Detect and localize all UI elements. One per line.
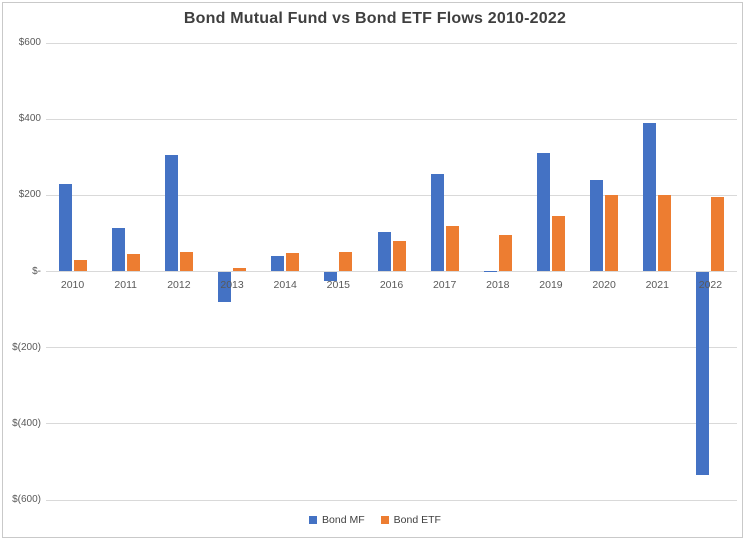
x-axis-label-2016: 2016 <box>379 278 404 291</box>
bar-bond-etf-2015 <box>339 251 353 272</box>
x-axis-label-2020: 2020 <box>592 278 616 291</box>
x-axis-label-2019: 2019 <box>539 278 563 291</box>
bar-bond-mf-2016 <box>377 231 391 272</box>
bar-bond-mf-2010 <box>58 183 72 272</box>
x-axis-label-2021: 2021 <box>645 278 669 291</box>
bar-bond-etf-2011 <box>126 254 140 272</box>
bar-bond-mf-2018 <box>483 270 497 272</box>
bar-bond-etf-2019 <box>551 216 565 272</box>
y-axis-tick-label: $(200) <box>12 341 41 353</box>
x-axis-label-2011: 2011 <box>114 278 138 291</box>
legend-swatch-bond-mf-icon <box>309 516 318 524</box>
legend-item-bond-mf: Bond MF <box>309 514 365 526</box>
bar-bond-etf-2017 <box>445 225 459 272</box>
bar-bond-mf-2020 <box>590 180 604 272</box>
bar-bond-mf-2013 <box>218 271 232 302</box>
y-axis-tick-label: $(400) <box>12 417 41 429</box>
bar-bond-etf-2020 <box>605 195 619 272</box>
x-axis-label-2017: 2017 <box>432 278 457 291</box>
gridline--400 <box>46 423 737 425</box>
gridline-400 <box>46 118 737 120</box>
legend-swatch-bond-etf-icon <box>380 516 389 524</box>
y-axis-tick-label: $600 <box>18 37 41 48</box>
x-axis-label-2012: 2012 <box>167 278 191 291</box>
bar-bond-mf-2014 <box>271 256 285 272</box>
bar-bond-mf-2011 <box>111 227 125 272</box>
bar-bond-etf-2010 <box>73 260 87 272</box>
gridline-600 <box>46 42 737 44</box>
x-axis-label-2010: 2010 <box>60 278 85 291</box>
bar-bond-etf-2014 <box>286 253 300 272</box>
legend-item-bond-etf: Bond ETF <box>380 514 441 526</box>
gridline-200 <box>46 194 737 196</box>
gridline--600 <box>46 499 737 501</box>
gridline-0 <box>46 271 737 272</box>
bar-bond-etf-2021 <box>658 195 672 272</box>
chart-title: Bond Mutual Fund vs Bond ETF Flows 2010-… <box>183 10 567 27</box>
legend: Bond MF Bond ETF <box>0 514 750 526</box>
bar-bond-mf-2012 <box>164 155 178 272</box>
gridline--200 <box>46 347 737 349</box>
bar-bond-etf-2013 <box>233 267 247 272</box>
bar-bond-etf-2018 <box>498 235 512 272</box>
x-axis-label-2015: 2015 <box>326 278 351 291</box>
x-axis-label-2014: 2014 <box>273 278 297 291</box>
bar-bond-etf-2022 <box>711 197 725 272</box>
y-axis-tick-label: $200 <box>18 189 41 201</box>
y-axis-tick-label: $(600) <box>12 494 41 505</box>
x-axis-label-2018: 2018 <box>486 278 510 291</box>
x-axis-label-2022: 2022 <box>698 278 723 291</box>
bar-bond-mf-2015 <box>324 271 338 282</box>
legend-label-bond-etf: Bond ETF <box>393 514 441 526</box>
bar-bond-mf-2017 <box>430 174 444 272</box>
bar-bond-mf-2022 <box>696 271 710 476</box>
y-axis-tick-label: $- <box>32 265 41 277</box>
x-axis-label-2013: 2013 <box>220 278 244 291</box>
y-axis-tick-label: $400 <box>18 113 41 125</box>
bar-bond-mf-2021 <box>643 122 657 272</box>
bar-bond-mf-2019 <box>536 153 550 272</box>
bar-bond-etf-2012 <box>179 252 193 272</box>
bar-bond-etf-2016 <box>392 241 406 272</box>
legend-label-bond-mf: Bond MF <box>322 514 365 526</box>
